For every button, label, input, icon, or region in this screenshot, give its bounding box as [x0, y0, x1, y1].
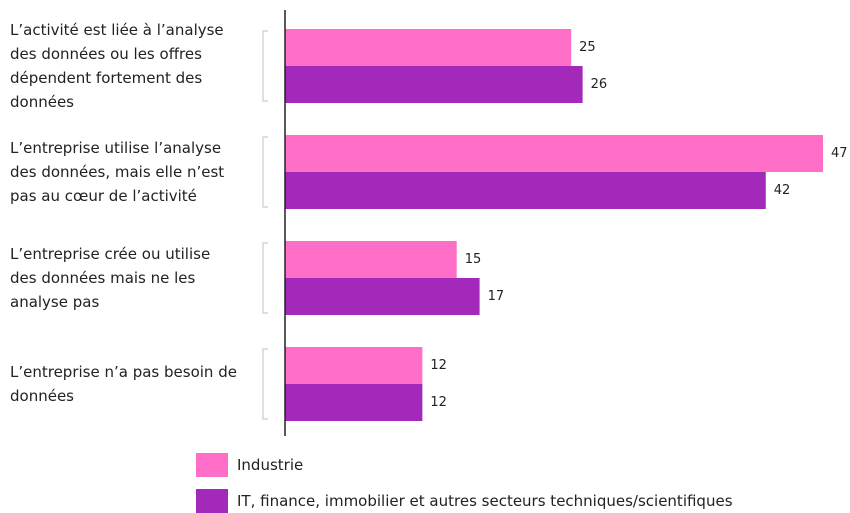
value-label: 26 [591, 77, 608, 92]
legend-item: IT, finance, immobilier et autres secteu… [196, 489, 733, 513]
value-label: 47 [831, 146, 848, 161]
value-label: 25 [579, 40, 596, 55]
bar [285, 135, 823, 172]
value-label: 15 [465, 252, 482, 267]
bar [285, 347, 423, 384]
bar [285, 278, 480, 315]
bracket [262, 348, 268, 420]
legend-label: Industrie [237, 456, 304, 474]
value-label: 12 [430, 395, 447, 410]
category-label: L’activité est liée à l’analyse des donn… [10, 21, 224, 111]
bracket [262, 30, 268, 102]
bar [285, 241, 457, 278]
legend-swatch [196, 453, 228, 477]
legend-label: IT, finance, immobilier et autres secteu… [237, 492, 733, 510]
bracket [262, 136, 268, 208]
value-label: 17 [488, 289, 505, 304]
category-label: L’entreprise n’a pas besoin de données [10, 363, 237, 405]
bar [285, 29, 572, 66]
legend-swatch [196, 489, 228, 513]
value-label: 12 [430, 358, 447, 373]
bracket [262, 242, 268, 314]
category-label: L’entreprise crée ou utilise des données… [10, 245, 211, 311]
value-label: 42 [774, 183, 791, 198]
bar [285, 172, 766, 209]
category-label: L’entreprise utilise l’analyse des donné… [10, 139, 225, 205]
bar [285, 384, 423, 421]
legend-item: Industrie [196, 453, 303, 477]
bar [285, 66, 583, 103]
